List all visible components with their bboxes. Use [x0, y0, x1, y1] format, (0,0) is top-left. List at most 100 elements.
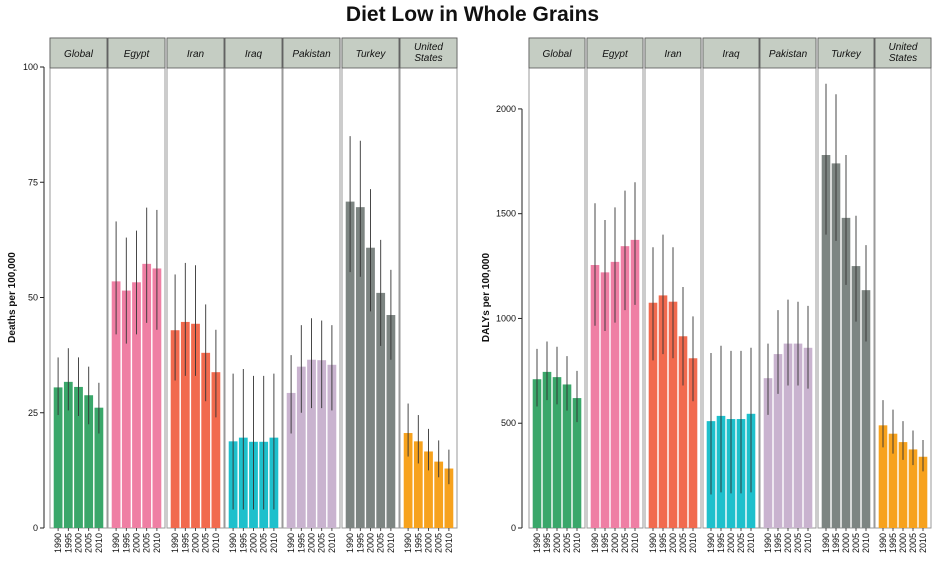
bar-turkey-2005 [851, 266, 861, 528]
panel-egypt: Egypt 1990 1995 2000 2005 2010 [107, 37, 166, 553]
bar-united-states-2000 [898, 442, 908, 528]
x-tick-label: 1995 [716, 533, 726, 553]
x-tick-label: 2000 [191, 533, 201, 553]
y-tick-label: 50 [28, 293, 38, 303]
bar-turkey-1995 [355, 207, 365, 529]
bar-egypt-1995 [600, 272, 610, 528]
bar-pakistan-1995 [296, 366, 306, 528]
chart-2: 0 500 1000 1500 2000 DALYs per 100,000 Global 1… [481, 37, 932, 553]
panel-global: Global 1990 1995 2000 2005 2010 [528, 37, 586, 553]
panel-strip-label: United [889, 42, 918, 53]
bar-pakistan-1990 [763, 378, 773, 528]
x-tick-label: 2010 [386, 533, 396, 553]
panel-strip-label: Turkey [831, 49, 862, 60]
x-tick-label: 1990 [706, 533, 716, 553]
bar-turkey-2010 [861, 290, 871, 528]
bar-global-1995 [542, 371, 552, 528]
bar-pakistan-2005 [793, 343, 803, 528]
x-tick-label: 1990 [648, 533, 658, 553]
bar-egypt-2005 [620, 246, 630, 528]
bar-global-2010 [94, 407, 104, 528]
x-tick-label: 1995 [180, 533, 190, 553]
bar-united-states-1995 [888, 433, 898, 528]
x-tick-label: 2005 [84, 533, 94, 553]
panel-iran: Iran 1990 1995 2000 2005 2010 [644, 37, 702, 553]
x-tick-label: 1990 [878, 533, 888, 553]
x-tick-label: 2010 [630, 533, 640, 553]
x-tick-label: 2005 [908, 533, 918, 553]
bar-global-2005 [562, 384, 572, 528]
x-tick-label: 1995 [773, 533, 783, 553]
x-tick-label: 2010 [444, 533, 454, 553]
panel-strip-label: Global [543, 49, 573, 60]
x-tick-label: 1995 [63, 533, 73, 553]
x-tick-label: 1995 [658, 533, 668, 553]
x-tick-label: 2000 [424, 533, 434, 553]
x-tick-label: 1995 [542, 533, 552, 553]
panel-strip-label: United [414, 42, 443, 53]
x-tick-label: 2005 [434, 533, 444, 553]
panel-strip-label: Turkey [356, 49, 387, 60]
bar-pakistan-2010 [327, 364, 337, 528]
chart-title: Diet Low in Whole Grains [345, 3, 600, 26]
x-tick-label: 2000 [249, 533, 259, 553]
x-tick-label: 1990 [403, 533, 413, 553]
bar-iran-2010 [688, 358, 698, 528]
x-tick-label: 1990 [345, 533, 355, 553]
bar-united-states-1990 [403, 433, 413, 528]
x-tick-label: 1990 [53, 533, 63, 553]
panel-strip [702, 37, 760, 69]
panel-strip [166, 37, 225, 69]
bar-united-states-2005 [434, 461, 444, 528]
x-tick-label: 2010 [211, 533, 221, 553]
x-tick-label: 2000 [552, 533, 562, 553]
x-tick-label: 2000 [783, 533, 793, 553]
x-tick-label: 1990 [821, 533, 831, 553]
x-tick-label: 2010 [861, 533, 871, 553]
panel-strip-label: Egypt [602, 49, 629, 60]
bar-egypt-1990 [111, 281, 121, 528]
panel-iraq: Iraq 1990 1995 2000 2005 2010 [224, 37, 283, 553]
bar-united-states-2010 [918, 456, 928, 528]
bar-iran-1995 [180, 321, 190, 528]
x-tick-label: 2005 [620, 533, 630, 553]
bar-egypt-1995 [121, 290, 131, 528]
panel-strip [224, 37, 283, 69]
panel-strip [528, 37, 586, 69]
y-tick-label: 2000 [496, 104, 516, 114]
x-tick-label: 2010 [746, 533, 756, 553]
x-tick-label: 2000 [898, 533, 908, 553]
panel-strip [586, 37, 644, 69]
x-tick-label: 2010 [269, 533, 279, 553]
panel-iraq: Iraq 1990 1995 2000 2005 2010 [702, 37, 760, 553]
bar-egypt-2010 [152, 268, 162, 528]
panel-strip [399, 37, 458, 69]
panel-global: Global 1990 1995 2000 2005 2010 [49, 37, 108, 553]
x-tick-label: 1995 [600, 533, 610, 553]
x-tick-label: 2005 [142, 533, 152, 553]
y-tick-label: 25 [28, 408, 38, 418]
x-tick-label: 2005 [851, 533, 861, 553]
x-tick-label: 2000 [74, 533, 84, 553]
bar-egypt-2000 [610, 261, 620, 528]
panel-egypt: Egypt 1990 1995 2000 2005 2010 [586, 37, 644, 553]
x-tick-label: 2010 [688, 533, 698, 553]
bar-turkey-2000 [366, 247, 375, 528]
panel-strip-label: Iraq [722, 49, 740, 60]
panel-strip [49, 37, 108, 69]
x-tick-label: 2000 [132, 533, 142, 553]
x-tick-label: 2005 [678, 533, 688, 553]
y-tick-label: 100 [23, 62, 38, 72]
bar-turkey-1990 [821, 155, 831, 528]
bar-iran-2000 [668, 301, 678, 528]
y-tick-label: 0 [33, 523, 38, 533]
panel-strip-label: Iran [664, 49, 682, 60]
x-tick-label: 2005 [736, 533, 746, 553]
bar-united-states-2000 [424, 451, 433, 528]
bar-turkey-2000 [841, 217, 851, 528]
y-tick-label: 1000 [496, 313, 516, 323]
x-tick-label: 2000 [366, 533, 376, 553]
panel-strip-label: Egypt [124, 49, 151, 60]
y-axis-title: DALYs per 100,000 [481, 253, 492, 343]
x-tick-label: 1995 [121, 533, 131, 553]
